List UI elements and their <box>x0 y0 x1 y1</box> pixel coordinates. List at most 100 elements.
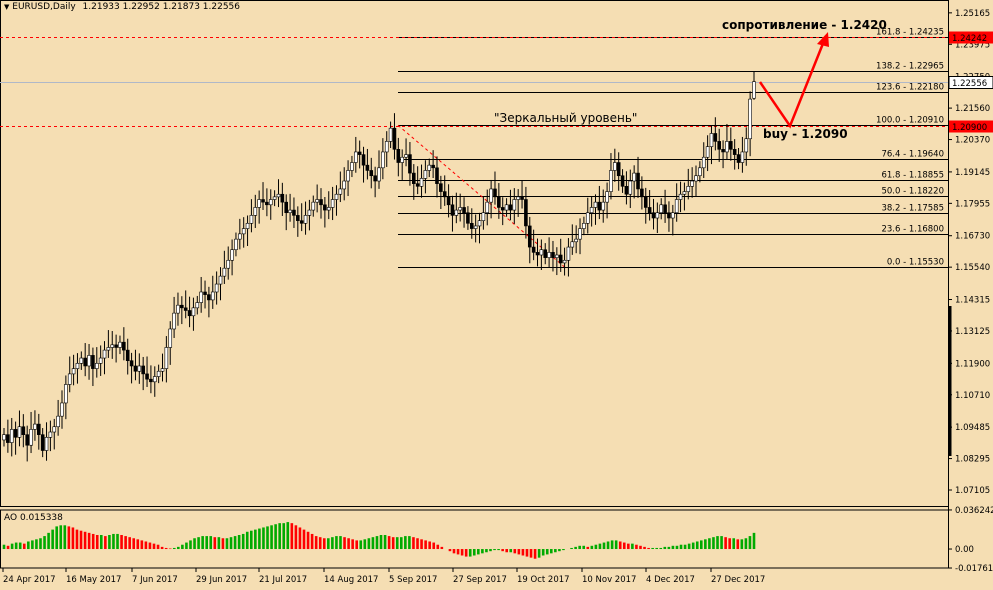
candle-body <box>268 199 273 206</box>
candle-body <box>489 188 493 203</box>
candle-body <box>493 188 497 198</box>
candle-body <box>13 429 18 438</box>
fibonacci-level-label: 50.0 - 1.18220 <box>881 187 944 197</box>
candle-body <box>346 170 350 182</box>
ao-y-tick-label: -0.017616 <box>955 564 993 574</box>
candle-body <box>342 180 347 190</box>
candle-body <box>462 207 466 214</box>
price-level-tag <box>949 120 993 133</box>
x-tick-label: 19 Oct 2017 <box>517 575 570 585</box>
candle-body <box>195 302 200 309</box>
candle-body <box>311 201 316 211</box>
candle-body <box>75 363 80 369</box>
price-level-tag <box>949 31 993 44</box>
candle-body <box>736 154 741 163</box>
candle-body <box>156 370 161 377</box>
candle-body <box>574 238 578 243</box>
candle-body <box>210 291 215 301</box>
x-tick-label: 27 Sep 2017 <box>453 575 507 585</box>
x-tick-label: 7 Jun 2017 <box>132 575 178 585</box>
candle-body <box>555 254 559 258</box>
projection-arrow[interactable] <box>758 35 828 129</box>
candle-body <box>48 431 53 438</box>
candle-body <box>2 434 6 441</box>
candle-body <box>690 180 694 187</box>
current-price-tag-text: 1.22556 <box>952 79 987 89</box>
candle-body <box>512 199 517 211</box>
candle-body <box>350 162 354 171</box>
candle-body <box>466 212 470 224</box>
candle-body <box>616 162 621 177</box>
x-tick-label: 21 Jul 2017 <box>259 575 307 585</box>
candle-body <box>299 220 304 224</box>
candle-body <box>562 259 567 264</box>
candle-body <box>663 204 667 214</box>
candle-body <box>411 172 416 184</box>
candle-body <box>245 222 250 229</box>
candle-body <box>102 349 107 359</box>
candle-body <box>6 434 10 443</box>
y-tick-label: 1.15540 <box>955 263 990 273</box>
price-level-tag-text: 1.20900 <box>952 123 987 133</box>
candle-body <box>106 347 111 351</box>
x-tick-label: 14 Aug 2017 <box>324 575 378 585</box>
candle-body <box>326 207 331 211</box>
candle-body <box>408 154 412 174</box>
candle-body <box>655 212 660 219</box>
title-arrow-icon[interactable]: ▼ <box>4 3 10 11</box>
candle-body <box>56 415 60 428</box>
candle-body <box>137 365 142 372</box>
candle-body <box>183 307 188 311</box>
ao-indicator-title: AO 0.015338 <box>4 513 63 523</box>
candle-body <box>613 162 617 171</box>
candle-body <box>473 225 478 229</box>
candle-body <box>520 196 524 200</box>
candle-body <box>674 199 679 214</box>
candle-body <box>628 180 633 195</box>
candle-body <box>365 164 370 171</box>
candle-body <box>694 175 698 182</box>
candle-body <box>678 193 683 200</box>
candle-body <box>9 429 14 443</box>
candle-body <box>261 199 265 203</box>
candle-body <box>218 275 223 285</box>
candle-body <box>94 363 99 369</box>
fibonacci-level-label: 61.8 - 1.18855 <box>881 171 944 181</box>
candle-body <box>744 138 749 153</box>
candle-body <box>392 127 397 150</box>
candle-body <box>257 199 261 208</box>
candle-body <box>280 193 285 203</box>
x-tick-label: 27 Dec 2017 <box>711 575 765 585</box>
y-tick-label: 1.21560 <box>955 104 990 114</box>
candle-body <box>543 249 548 258</box>
candle-body <box>671 212 675 219</box>
candle-body <box>593 201 598 208</box>
candle-body <box>558 254 563 264</box>
candle-body <box>25 434 29 446</box>
candle-body <box>442 191 447 198</box>
candle-body <box>725 141 729 153</box>
x-tick-label: 5 Sep 2017 <box>389 575 437 585</box>
candle-body <box>709 133 714 147</box>
candle-body <box>651 212 656 219</box>
candle-body <box>296 215 300 221</box>
candle-body <box>180 304 184 309</box>
candle-body <box>377 167 381 182</box>
y-tick-label: 1.20370 <box>955 136 990 146</box>
candle-body <box>601 201 606 211</box>
y-tick-label: 1.14315 <box>955 296 990 306</box>
candle-body <box>17 426 22 438</box>
fibonacci-level-label: 123.6 - 1.22180 <box>876 83 944 93</box>
candle-body <box>110 344 115 348</box>
buy-annotation: buy - 1.2090 <box>763 127 848 141</box>
axis-scroll-marker[interactable] <box>948 306 952 456</box>
candle-body <box>524 199 528 227</box>
candle-body <box>500 207 505 211</box>
candle-body <box>415 183 420 187</box>
candle-body <box>83 357 87 367</box>
candle-body <box>400 156 404 163</box>
candle-body <box>717 141 722 150</box>
candle-body <box>199 291 203 303</box>
